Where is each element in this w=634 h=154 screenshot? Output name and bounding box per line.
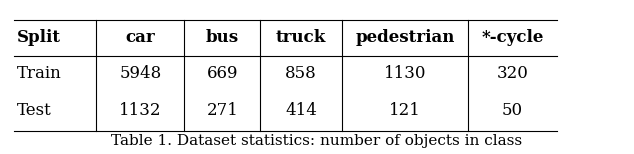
Text: 858: 858 — [285, 65, 317, 83]
Text: 271: 271 — [207, 102, 238, 119]
Text: car: car — [126, 29, 155, 46]
Text: truck: truck — [276, 29, 327, 46]
Text: Table 1. Dataset statistics: number of objects in class: Table 1. Dataset statistics: number of o… — [112, 134, 522, 148]
Text: 5948: 5948 — [119, 65, 162, 83]
Text: 121: 121 — [389, 102, 422, 119]
Text: 1130: 1130 — [384, 65, 427, 83]
Text: Test: Test — [17, 102, 52, 119]
Text: 320: 320 — [497, 65, 529, 83]
Text: Split: Split — [17, 29, 61, 46]
Text: 50: 50 — [502, 102, 523, 119]
Text: *-cycle: *-cycle — [481, 29, 544, 46]
Text: 1132: 1132 — [119, 102, 162, 119]
Text: Train: Train — [17, 65, 62, 83]
Text: pedestrian: pedestrian — [356, 29, 455, 46]
Text: 414: 414 — [285, 102, 317, 119]
Text: 669: 669 — [207, 65, 238, 83]
Text: bus: bus — [206, 29, 239, 46]
